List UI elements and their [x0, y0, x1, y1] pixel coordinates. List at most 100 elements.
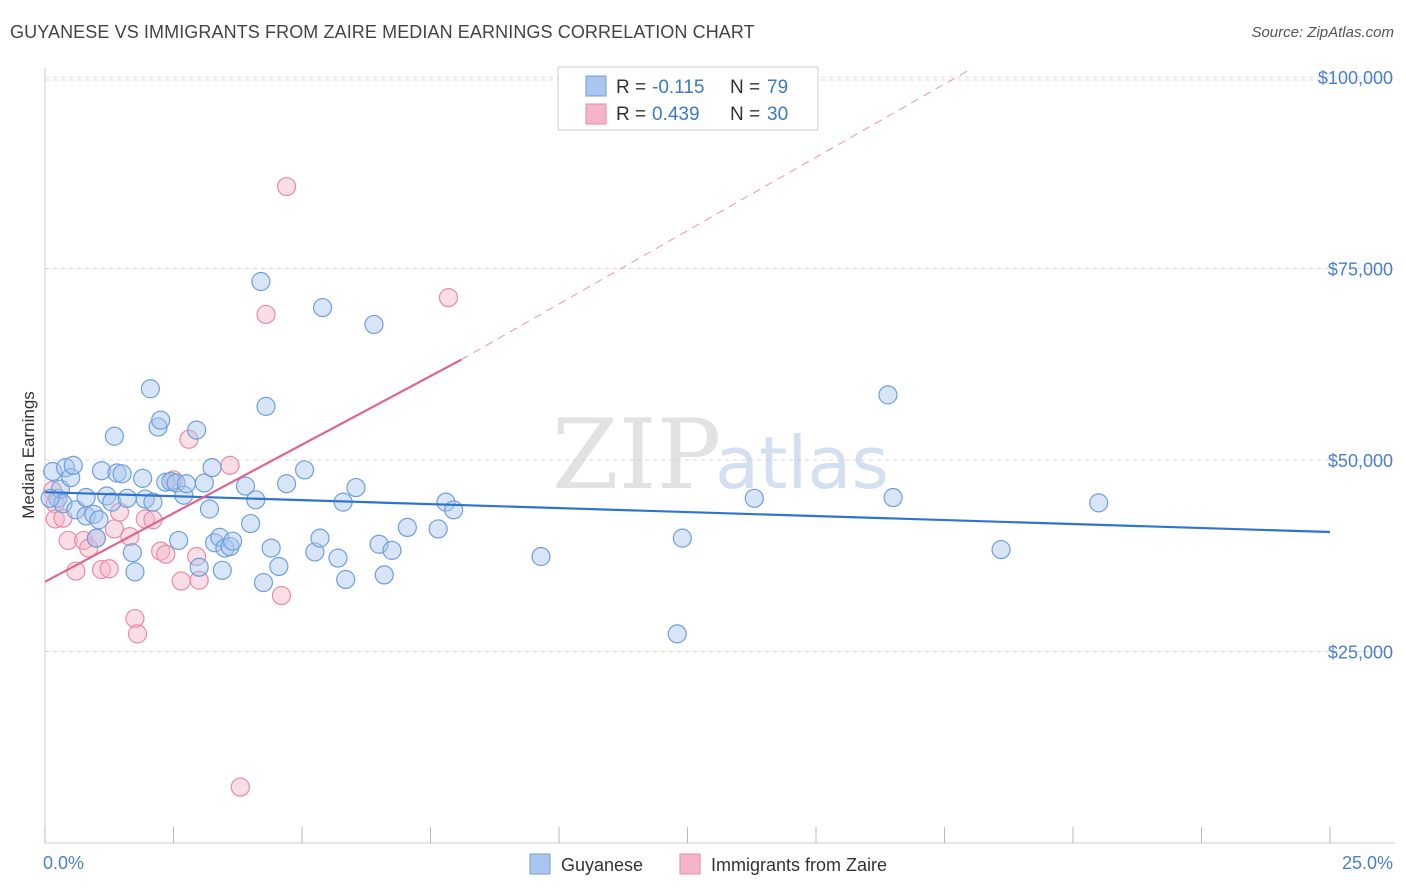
source-label: Source: ZipAtlas.com	[1251, 24, 1394, 41]
legend-r-value: 0.439	[652, 104, 700, 125]
zaire-point	[276, 176, 297, 197]
guyanese-point	[133, 468, 153, 488]
guyanese-point	[104, 426, 124, 446]
guyanese-point	[43, 461, 63, 482]
guyanese-point	[374, 565, 394, 585]
zaire-point	[271, 585, 292, 606]
guyanese-point	[235, 476, 256, 496]
guyanese-point	[241, 513, 261, 534]
guyanese-point	[294, 460, 315, 480]
legend-r-label: R =	[616, 77, 646, 98]
legend-n-label: N =	[730, 104, 760, 125]
guyanese-point	[97, 486, 117, 506]
guyanese-point	[125, 562, 145, 582]
zaire-point	[256, 304, 276, 325]
gridlines	[45, 76, 1395, 652]
guyanese-point	[122, 543, 142, 563]
guyanese-point	[55, 458, 76, 478]
zaire-point	[189, 570, 209, 590]
y-tick-label: $100,000	[1318, 68, 1393, 88]
y-tick-labels: $25,000 $50,000 $75,000 $100,000	[1318, 68, 1393, 663]
zaire-point	[58, 530, 78, 551]
guyanese-point	[336, 569, 356, 590]
guyanese-point	[176, 474, 196, 494]
guyanese-point	[364, 314, 384, 335]
guyanese-point	[531, 546, 551, 567]
guyanese-point	[156, 472, 176, 492]
watermark-zip: ZIP	[552, 399, 721, 511]
zaire-trend-line	[44, 358, 462, 583]
guyanese-point	[169, 530, 189, 551]
trend-lines	[44, 68, 1331, 583]
guyanese-point	[223, 531, 243, 551]
bottom-legend-swatch-guyanese	[529, 853, 551, 875]
guyanese-point	[91, 461, 112, 481]
zaire-point	[156, 544, 176, 564]
zaire-point	[438, 288, 459, 308]
guyanese-point	[107, 463, 127, 483]
guyanese-point	[991, 540, 1011, 560]
guyanese-point	[40, 488, 60, 508]
x-tick-label: 0.0%	[43, 853, 84, 873]
bottom-legend-swatch-zaire	[679, 853, 701, 875]
guyanese-point	[76, 506, 96, 526]
legend-swatch-zaire	[585, 103, 607, 125]
guyanese-point	[199, 499, 220, 519]
zaire-point	[45, 509, 65, 529]
guyanese-point	[187, 420, 207, 440]
y-axis-label: Median Earnings	[19, 391, 38, 519]
series-zaire-points	[43, 176, 459, 797]
y-tick-label: $75,000	[1328, 260, 1393, 280]
axes	[44, 68, 1395, 844]
zaire-point	[151, 541, 171, 561]
guyanese-point	[436, 492, 456, 512]
guyanese-point	[878, 385, 898, 405]
zaire-point	[91, 559, 112, 580]
zaire-point	[220, 455, 240, 475]
guyanese-point	[428, 519, 448, 539]
legend-r-value: -0.115	[652, 77, 704, 98]
guyanese-point	[189, 557, 209, 577]
guyanese-point	[744, 488, 764, 508]
legend-r-label: R =	[616, 104, 646, 125]
chart-title: GUYANESE VS IMMIGRANTS FROM ZAIRE MEDIAN…	[10, 22, 755, 42]
bottom-legend-guyanese: Guyanese	[561, 855, 643, 875]
guyanese-point	[220, 536, 240, 557]
guyanese-point	[251, 271, 271, 292]
guyanese-point	[328, 548, 348, 568]
legend-swatch-guyanese	[585, 75, 607, 97]
guyanese-point	[312, 297, 333, 318]
legend-n-value: 79	[767, 77, 788, 98]
guyanese-point	[76, 487, 96, 508]
guyanese-point	[310, 528, 330, 548]
guyanese-point	[1089, 493, 1109, 513]
zaire-point	[79, 538, 99, 558]
guyanese-point	[63, 455, 83, 475]
zaire-point	[127, 624, 148, 644]
guyanese-point	[86, 528, 107, 548]
guyanese-point	[261, 538, 281, 558]
guyanese-point	[194, 473, 214, 493]
zaire-point	[99, 559, 119, 579]
guyanese-point	[84, 504, 104, 524]
guyanese-point	[269, 556, 289, 577]
guyanese-point	[883, 487, 903, 508]
guyanese-point	[61, 468, 81, 488]
legend-n-value: 30	[767, 104, 788, 125]
x-tick-labels: 0.0% 25.0%	[43, 853, 1393, 873]
guyanese-point	[672, 528, 692, 548]
guyanese-point	[143, 492, 163, 512]
guyanese-point	[102, 492, 122, 512]
zaire-point	[171, 571, 191, 591]
guyanese-point	[212, 560, 232, 580]
y-tick-label: $25,000	[1328, 643, 1393, 663]
bottom-legend: Guyanese Immigrants from Zaire	[529, 853, 887, 875]
zaire-point	[230, 777, 250, 797]
guyanese-point	[166, 473, 186, 493]
bottom-legend-zaire: Immigrants from Zaire	[711, 855, 887, 875]
guyanese-point	[140, 379, 160, 399]
guyanese-point	[151, 410, 171, 430]
guyanese-point	[382, 540, 402, 560]
guyanese-point	[667, 624, 687, 644]
